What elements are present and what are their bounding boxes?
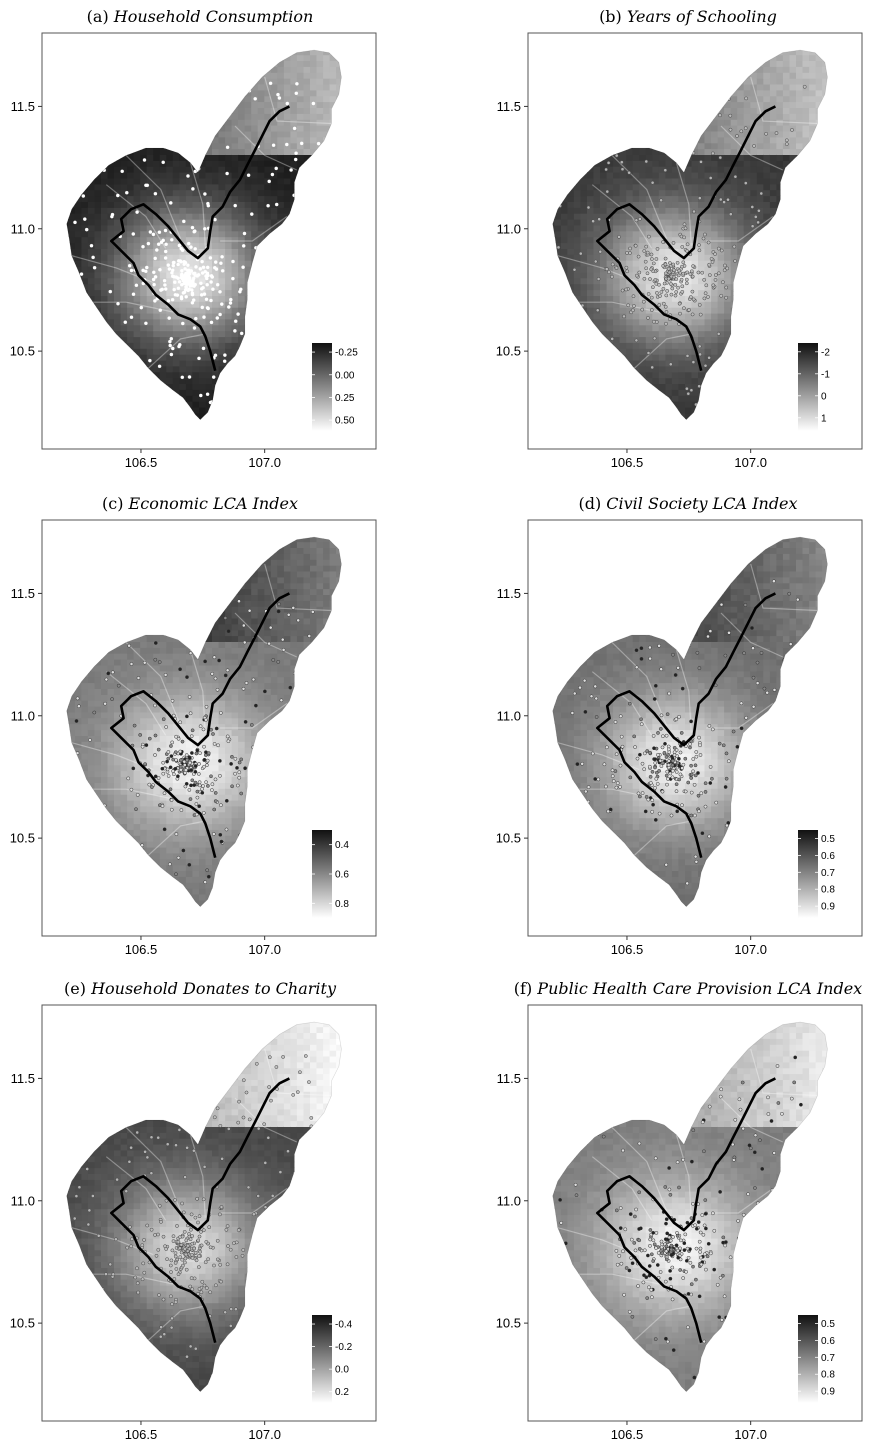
legend-tick-label: -0.4 (335, 1320, 353, 1331)
legend-colorbar: 0.5 0.6 0.7 0.8 0.9 (798, 830, 835, 918)
x-tick-label: 107.0 (248, 1427, 281, 1442)
province-border (110, 592, 290, 859)
y-tick-label: 10.5 (10, 1316, 35, 1331)
x-tick-label: 107.0 (734, 942, 767, 957)
x-tick-label: 107.0 (734, 455, 767, 470)
map-panel-b: (b) Years of Schooling 106.5 107.0 11.5 11.0… (496, 7, 863, 470)
legend-tick-label: 0.8 (821, 885, 835, 896)
x-tick-label: 106.5 (611, 1427, 644, 1442)
legend-tick-label: 0.6 (821, 851, 835, 862)
region-outline (66, 1021, 342, 1393)
y-tick-label: 11.0 (497, 221, 521, 236)
legend-colorbar: -2 -1 0 1 (798, 343, 830, 431)
legend-tick-label: 0.25 (335, 393, 355, 404)
region-outline (552, 536, 828, 908)
y-tick-label: 11.5 (11, 1071, 35, 1086)
legend-tick-label: 0.7 (821, 1353, 835, 1364)
legend-tick-label: -0.2 (335, 1342, 353, 1353)
province-border (595, 592, 776, 859)
legend-tick-label: 0.8 (821, 1370, 835, 1381)
y-tick-label: 11.5 (497, 586, 521, 601)
x-tick-label: 106.5 (611, 455, 644, 470)
legend-tick-label: 0.9 (821, 902, 835, 913)
province-border (595, 105, 776, 372)
panel-title: (e) Household Donates to Charity (64, 979, 337, 998)
x-tick-label: 106.5 (611, 942, 644, 957)
legend-tick-label: 0.6 (821, 1336, 835, 1347)
map-panel-c: (c) Economic LCA Index 106.5 107.0 11.5 11.0… (10, 494, 377, 957)
y-tick-label: 11.0 (11, 708, 35, 723)
legend-colorbar: 0.4 0.6 0.8 (312, 830, 349, 918)
map-panel-a: (a) Household Consumption 106.5 107.0 11.5 1… (10, 7, 377, 470)
legend-tick-label: 0.00 (335, 370, 355, 381)
x-tick-label: 107.0 (248, 942, 281, 957)
legend-tick-label: 0.50 (335, 416, 355, 427)
y-tick-label: 10.5 (496, 1316, 521, 1331)
panel-title: (b) Years of Schooling (599, 7, 777, 26)
panel-title: (f) Public Health Care Provision LCA Ind… (514, 979, 862, 998)
x-tick-label: 106.5 (125, 1427, 158, 1442)
y-tick-label: 10.5 (10, 344, 35, 359)
legend-tick-label: 0.6 (335, 870, 349, 881)
legend-tick-label: 0.2 (335, 1387, 349, 1398)
legend-tick-label: 0 (821, 391, 827, 402)
legend-tick-label: -2 (821, 347, 830, 358)
region-outline (66, 49, 342, 421)
map-panel-d: (d) Civil Society LCA Index 106.5 107.0 11.… (496, 494, 863, 957)
panel-title: (c) Economic LCA Index (102, 494, 298, 513)
x-tick-label: 106.5 (125, 942, 158, 957)
legend-tick-label: 0.7 (821, 868, 835, 879)
panel-title: (d) Civil Society LCA Index (578, 494, 797, 513)
panel-label: (d) (578, 494, 606, 513)
panel-title-text: Public Health Care Provision LCA Index (536, 979, 862, 998)
y-tick-label: 11.5 (11, 586, 35, 601)
legend-tick-label: 0.5 (821, 1319, 835, 1330)
y-tick-label: 11.0 (11, 1193, 35, 1208)
panel-label: (f) (514, 979, 538, 998)
province-border (110, 105, 290, 372)
y-tick-label: 11.5 (11, 99, 35, 114)
panel-label: (e) (64, 979, 91, 998)
panel-title-text: Civil Society LCA Index (606, 494, 797, 513)
y-tick-label: 11.5 (497, 99, 521, 114)
legend-colorbar: 0.5 0.6 0.7 0.8 0.9 (798, 1315, 835, 1403)
y-tick-label: 11.0 (497, 708, 521, 723)
legend-tick-label: 0.4 (335, 840, 349, 851)
y-tick-label: 10.5 (10, 831, 35, 846)
legend-colorbar: -0.25 0.00 0.25 0.50 (312, 343, 358, 431)
region-outline (552, 1021, 828, 1393)
y-tick-label: 10.5 (496, 831, 521, 846)
y-tick-label: 11.5 (497, 1071, 521, 1086)
x-tick-label: 106.5 (125, 455, 158, 470)
legend-tick-label: -1 (821, 369, 830, 380)
panel-title-text: Household Consumption (113, 7, 314, 26)
legend-colorbar: -0.4 -0.2 0.0 0.2 (312, 1315, 353, 1403)
y-tick-label: 11.0 (11, 221, 35, 236)
map-panel-f: (f) Public Health Care Provision LCA Ind… (496, 979, 863, 1442)
panel-label: (b) (599, 7, 627, 26)
x-tick-label: 107.0 (734, 1427, 767, 1442)
legend-tick-label: 1 (821, 413, 827, 424)
y-tick-label: 11.0 (497, 1193, 521, 1208)
panel-title-text: Economic LCA Index (128, 494, 298, 513)
legend-tick-label: 0.8 (335, 899, 349, 910)
legend-tick-label: 0.9 (821, 1387, 835, 1398)
panel-label: (a) (87, 7, 114, 26)
region-outline (66, 536, 342, 908)
legend-tick-label: -0.25 (335, 348, 358, 359)
panel-title: (a) Household Consumption (87, 7, 314, 26)
province-border (110, 1077, 290, 1344)
x-tick-label: 107.0 (248, 455, 281, 470)
panel-label: (c) (102, 494, 129, 513)
legend-tick-label: 0.5 (821, 834, 835, 845)
panel-title-text: Household Donates to Charity (90, 979, 337, 998)
panel-title-text: Years of Schooling (627, 7, 777, 26)
map-panel-e: (e) Household Donates to Charity 106.5 107… (10, 979, 377, 1442)
region-outline (552, 49, 828, 421)
legend-tick-label: 0.0 (335, 1365, 349, 1376)
y-tick-label: 10.5 (496, 344, 521, 359)
province-border (595, 1077, 776, 1344)
